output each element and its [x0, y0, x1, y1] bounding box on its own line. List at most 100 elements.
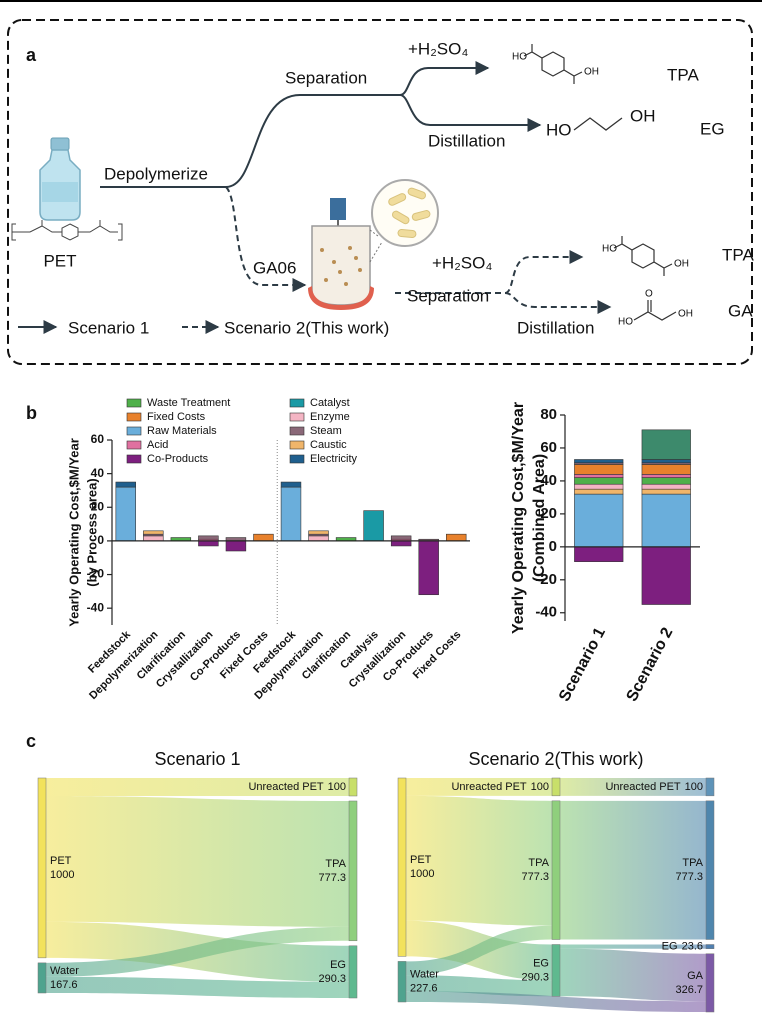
bar-segment [446, 533, 467, 542]
sankey-node [397, 961, 407, 1003]
y-tick-label: 20 [540, 505, 557, 522]
node-value: 23.6 [682, 941, 703, 953]
legend-label: Acid [147, 439, 168, 451]
x-tick-label: Scenario 1 [556, 625, 609, 705]
cell [358, 268, 362, 272]
legend-label: Fixed Costs [147, 411, 206, 423]
legend-label: Steam [310, 425, 342, 437]
sankey-link [406, 795, 552, 926]
tpa-structure [523, 44, 583, 84]
node-name: TPA [528, 857, 549, 869]
legend-label: Catalyst [310, 397, 350, 409]
bar-segment [115, 486, 136, 542]
node-value: 167.6 [50, 979, 78, 991]
step-label: Distillation [517, 318, 594, 337]
step-label: Separation [407, 286, 489, 305]
y-axis-label: (Combined Area) [531, 454, 548, 582]
sankey-node [705, 777, 715, 797]
y-tick-label: 40 [91, 466, 105, 480]
node-value: 1000 [50, 869, 74, 881]
node-value: 100 [685, 781, 703, 793]
node-name: Water [50, 965, 79, 977]
bar-segment [198, 540, 219, 547]
node-name: PET [410, 854, 432, 866]
step-label: Separation [285, 68, 367, 87]
y-tick-label: 40 [540, 472, 557, 489]
sankey-link [46, 926, 349, 977]
node-name: Water [410, 969, 439, 981]
sankey-link [46, 795, 349, 927]
step-label: +H₂SO₄ [432, 253, 492, 272]
sankey-link [406, 975, 552, 997]
legend-swatch [126, 454, 142, 464]
legend-swatch [126, 426, 142, 436]
node-value: 777.3 [521, 871, 549, 883]
bioreactor [308, 198, 374, 310]
bar-segment [143, 530, 164, 535]
bar-segment [574, 464, 624, 475]
bar-segment [641, 488, 691, 495]
legend-label: Raw Materials [147, 425, 217, 437]
bar-segment [574, 483, 624, 490]
legend-label: Waste Treatment [147, 397, 230, 409]
sankey-node [397, 777, 407, 957]
sankey-node [37, 777, 47, 959]
cell [332, 260, 336, 264]
atom-label: OH [674, 259, 689, 270]
step-label: Distillation [428, 131, 505, 150]
y-axis-label: Yearly Operating Cost,$M/Year [510, 402, 527, 634]
node-label: Unreacted PET 100 [248, 781, 346, 793]
cell [348, 246, 352, 250]
legend-label: Scenario 2(This work) [224, 318, 389, 337]
sankey-node [551, 777, 561, 797]
flow-arrow [504, 250, 584, 294]
sankey-link [406, 991, 706, 1012]
sankey-node [705, 800, 715, 940]
bar-segment [390, 540, 412, 547]
rod [397, 229, 417, 238]
sankey-node [37, 962, 47, 994]
panel-label: a [26, 45, 37, 65]
node-name: EG [330, 959, 346, 971]
legend-label: Enzyme [310, 411, 350, 423]
y-tick-label: 0 [97, 533, 104, 547]
atom-label: HO [512, 52, 527, 63]
cell [354, 256, 358, 260]
flow-arrow [399, 94, 542, 132]
motor [330, 198, 346, 220]
node-name: PET [50, 855, 72, 867]
node-value: 290.3 [521, 971, 549, 983]
bacteria [388, 187, 431, 238]
product-label: GA [728, 301, 753, 320]
sankey-node [348, 800, 358, 942]
y-axis-label: Yearly Operating Cost,$M/Year [66, 438, 81, 627]
sankey-link [46, 778, 349, 796]
legend-swatch [126, 398, 142, 408]
pet-bottle [39, 137, 81, 221]
y-tick-label: 0 [549, 538, 557, 555]
flow-arrow [225, 186, 307, 292]
node-name: EG [533, 957, 549, 969]
pet-label: PET [43, 251, 76, 270]
legend-swatch [289, 426, 305, 436]
legend-swatch [126, 412, 142, 422]
bar-segment [574, 474, 624, 478]
tpa-structure [613, 236, 673, 276]
atom-label: OH [678, 309, 693, 320]
node-name: TPA [682, 857, 703, 869]
bonds [523, 44, 583, 84]
rod [411, 210, 431, 221]
node-value: 227.6 [410, 983, 438, 995]
panel-a-frame [7, 19, 753, 365]
legend-swatch [289, 398, 305, 408]
x-tick-label: Scenario 2 [623, 625, 676, 705]
atom-label: OH [630, 106, 656, 125]
bar-segment [280, 481, 302, 488]
pet-structure [11, 220, 123, 241]
bar-segment [641, 546, 691, 605]
sankey-link [560, 944, 706, 949]
node-label: EG 23.6 [662, 941, 703, 953]
bar-segment [641, 459, 691, 464]
y-tick-label: 60 [91, 432, 105, 446]
